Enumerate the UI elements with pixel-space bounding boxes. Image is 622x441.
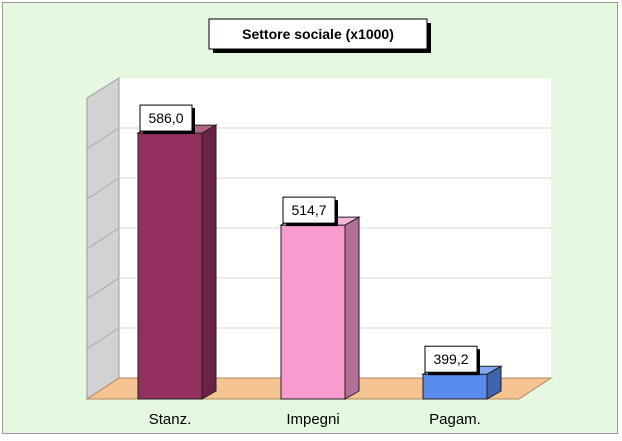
category-labels: Stanz. Impegni Pagam. [149,411,481,428]
bar-chart: 586,0 514,7 399,2 Stanz. Impegni Pagam. Sett… [85,18,553,428]
value-label-box [282,196,336,224]
value-labels: 586,0 514,7 399,2 [139,104,480,376]
category-label: Stanz. [149,411,192,428]
gridline-side [86,327,120,350]
bar [280,224,346,400]
bar-side [201,124,217,400]
gridline-side [86,227,120,250]
chart-title: Settore sociale (x1000) [242,26,394,42]
category-label: Pagam. [429,411,481,428]
value-label-box [139,104,193,132]
gridline-side [86,177,120,200]
bar [422,373,488,400]
value-label: 514,7 [291,202,326,218]
value-label-box [424,345,478,373]
bar-side [344,216,360,400]
gridline-side [86,277,120,300]
value-label: 586,0 [148,110,183,126]
value-label: 399,2 [433,351,468,367]
gridline-side [86,127,120,150]
chart-frame: 586,0 514,7 399,2 Stanz. Impegni Pagam. Sett… [2,2,618,434]
category-label: Impegni [286,411,339,428]
bar [137,132,203,400]
title-box [208,18,428,50]
